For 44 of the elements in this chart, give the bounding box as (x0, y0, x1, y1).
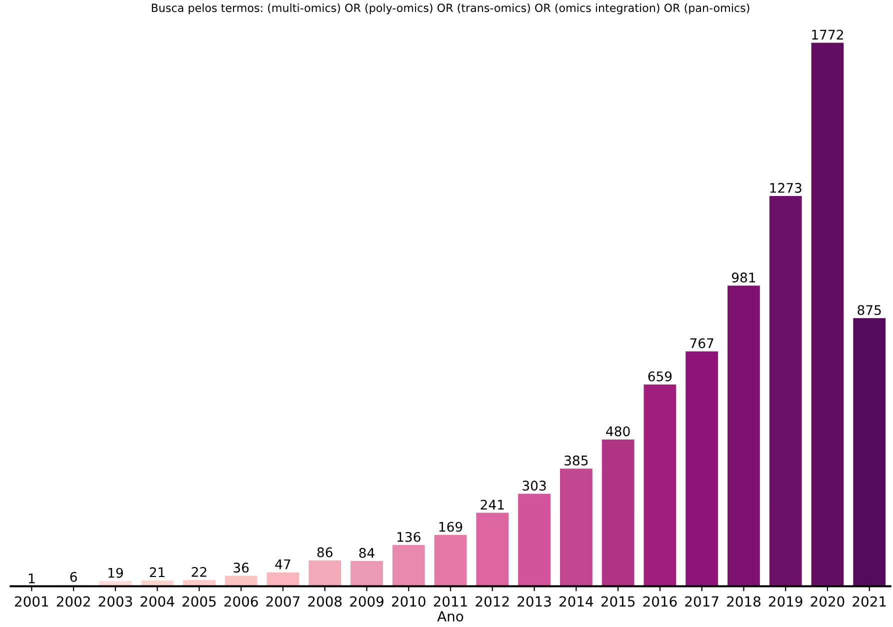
data-label: 86 (317, 547, 332, 558)
data-label: 303 (522, 480, 546, 491)
x-tick-label: 2018 (727, 596, 760, 607)
x-tick-label: 2011 (434, 596, 467, 607)
x-tick-label: 2008 (308, 596, 342, 607)
data-label: 1273 (770, 182, 802, 193)
x-tick-label: 2016 (643, 596, 677, 607)
x-tick-label: 2006 (224, 596, 258, 607)
x-tick-label: 2010 (392, 596, 426, 607)
x-tick-label: 2007 (266, 596, 300, 607)
data-label: 659 (648, 371, 672, 382)
x-tick-label: 2001 (15, 596, 48, 607)
x-axis-title: Ano (437, 611, 464, 622)
data-label: 1 (28, 574, 35, 584)
data-label: 169 (439, 522, 462, 532)
data-label: 767 (690, 338, 714, 348)
x-tick-label: 2002 (56, 596, 90, 607)
x-tick-label: 2012 (476, 596, 509, 607)
x-tick-label: 2017 (685, 596, 718, 607)
x-tick-label: 2021 (852, 596, 886, 607)
x-tick-label: 2005 (182, 596, 216, 607)
data-label: 22 (192, 566, 206, 577)
data-label: 21 (150, 567, 164, 578)
data-label: 47 (275, 559, 290, 570)
data-label: 385 (564, 456, 588, 466)
x-tick-label: 2020 (810, 596, 844, 607)
x-tick-label: 2003 (98, 596, 132, 607)
data-label: 875 (858, 305, 881, 316)
data-label: 36 (234, 562, 249, 573)
x-tick-label: 2013 (518, 596, 551, 607)
x-tick-label: 2015 (601, 596, 635, 607)
x-tick-label: 2014 (560, 596, 594, 607)
data-label: 84 (359, 548, 374, 558)
x-tick-label: 2019 (768, 596, 802, 607)
x-tick-label: 2009 (350, 596, 384, 607)
data-label: 19 (108, 568, 123, 578)
data-label: 241 (480, 500, 504, 510)
data-label: 1772 (812, 30, 843, 40)
data-label: 981 (732, 272, 756, 283)
data-label: 6 (70, 572, 77, 582)
data-label: 136 (397, 532, 420, 542)
chart-title: Busca pelos termos: (multi-omics) OR (poly-omics) OR (trans-omics) OR (omics integration) OR (pan-omics) (152, 3, 750, 14)
x-tick-label: 2004 (140, 596, 174, 607)
data-label: 480 (606, 426, 630, 436)
